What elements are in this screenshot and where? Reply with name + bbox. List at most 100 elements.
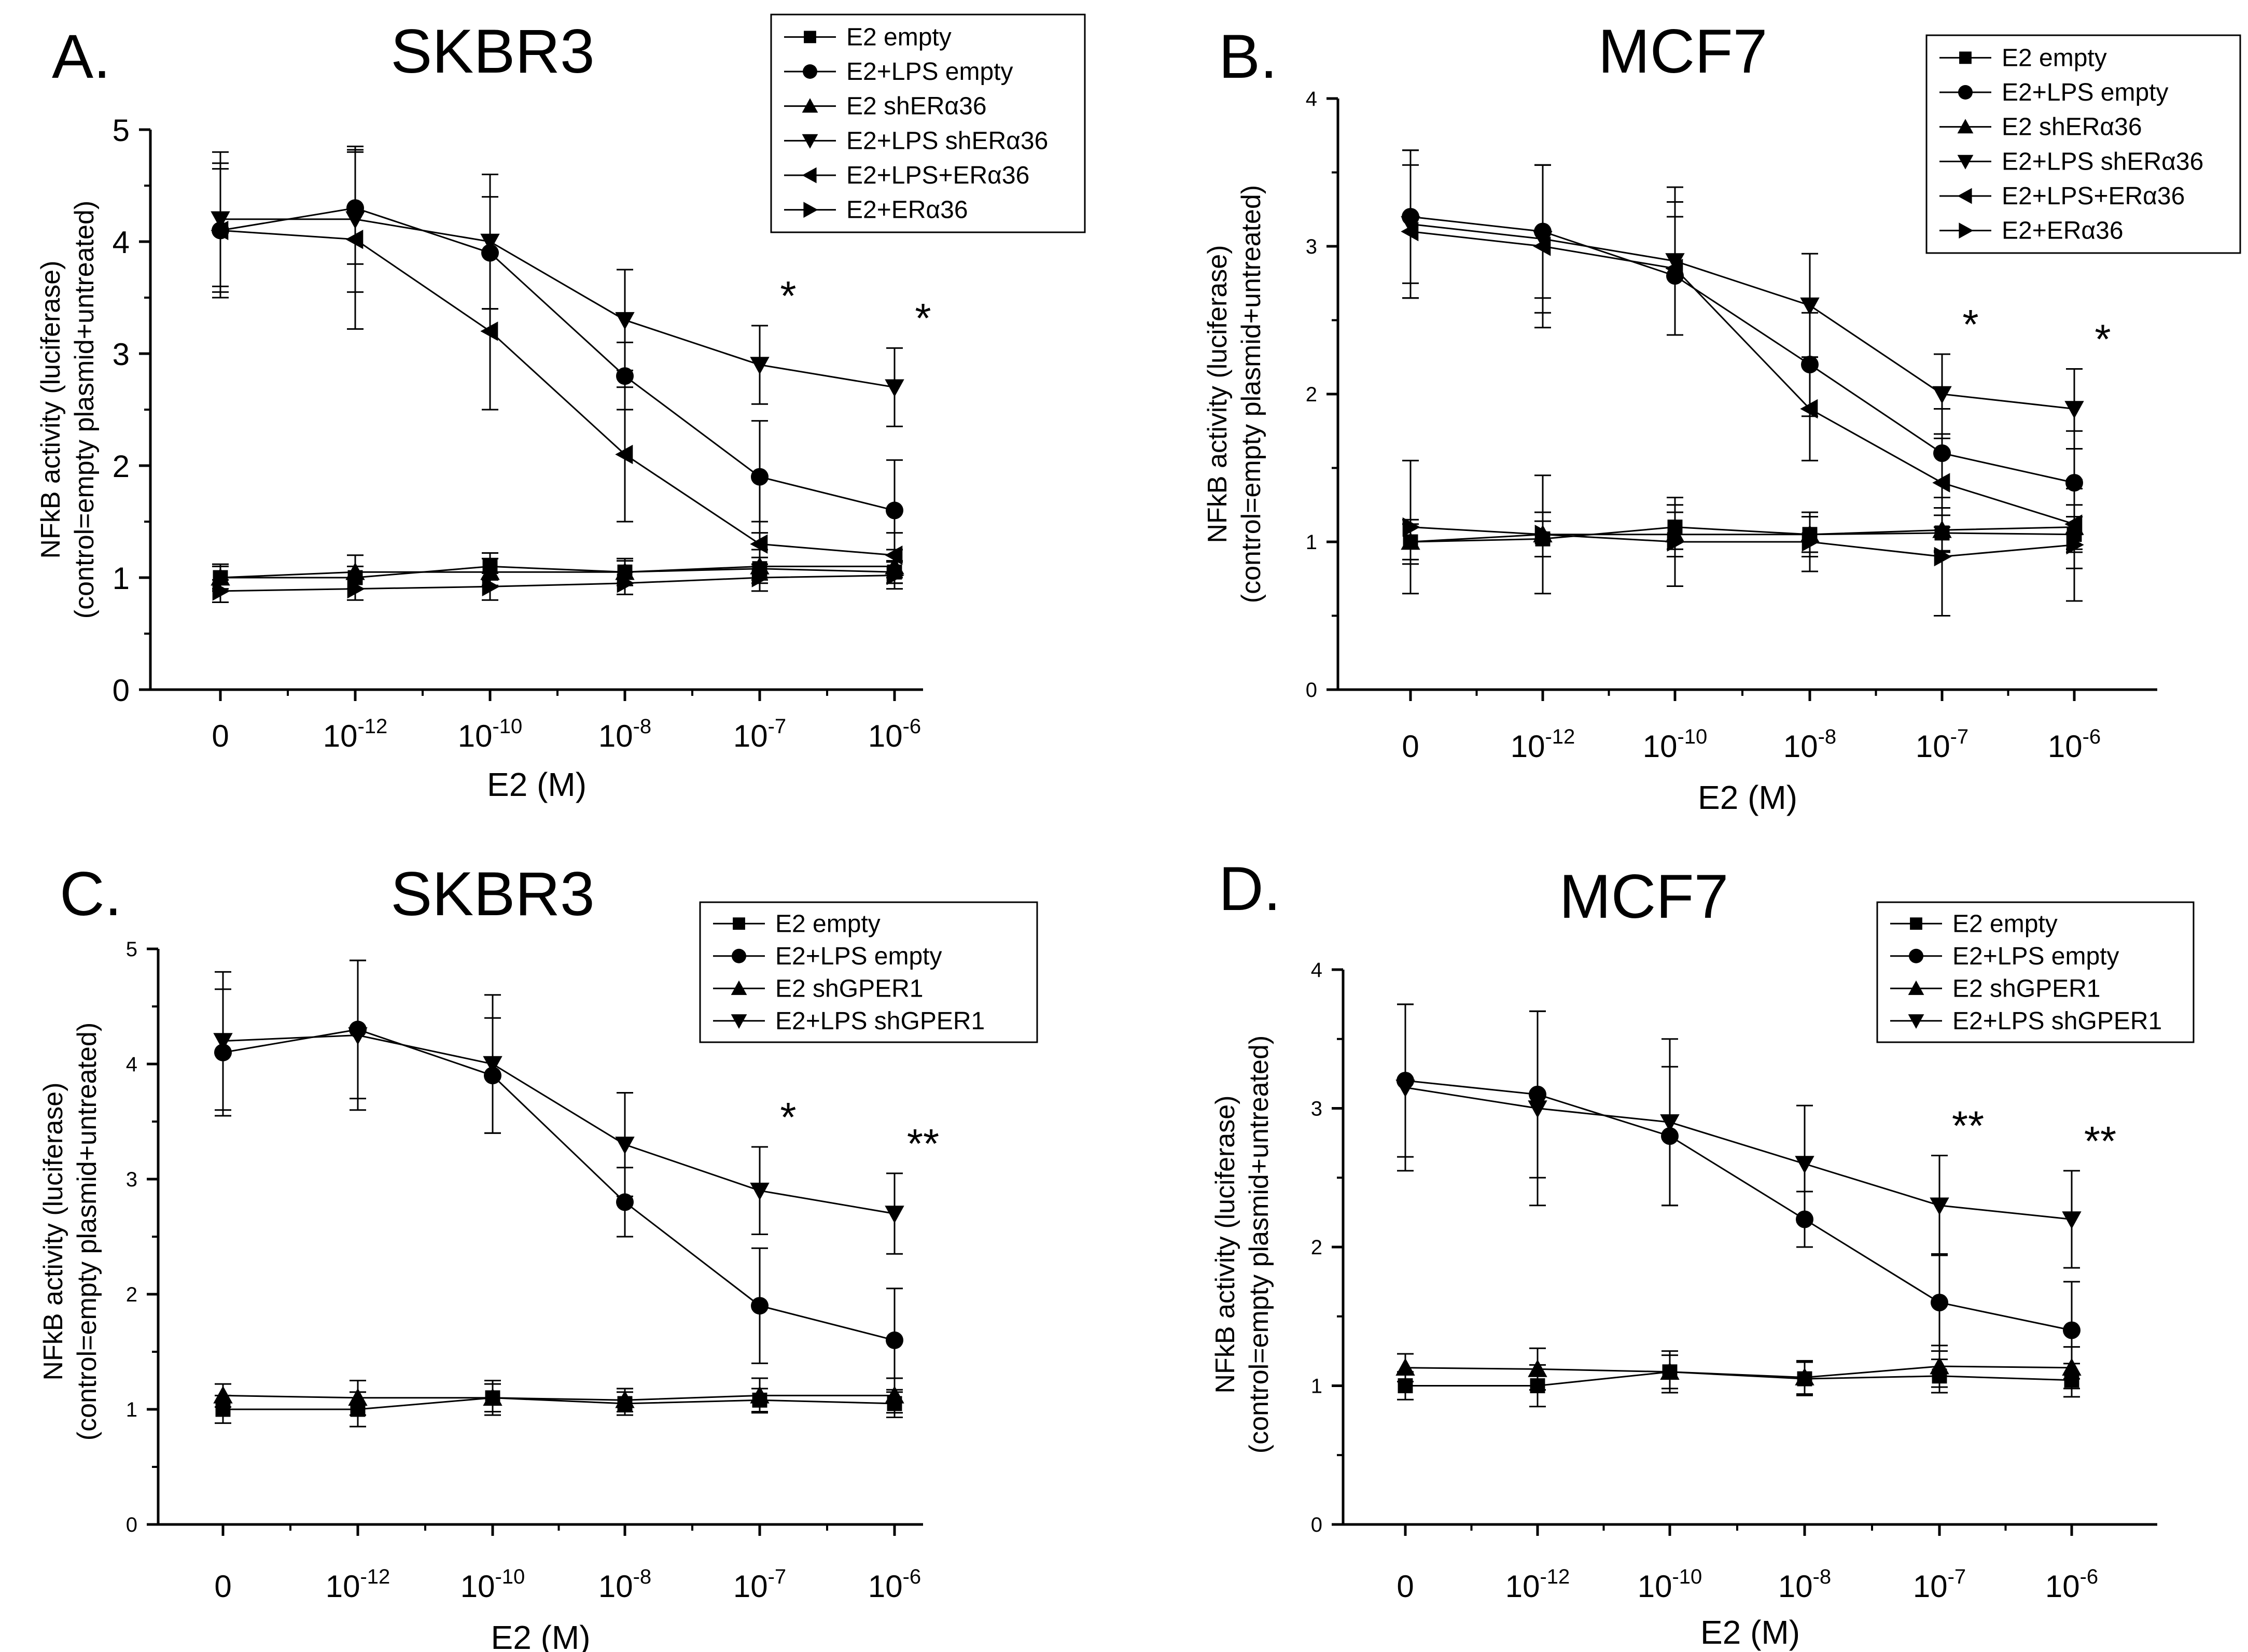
- x-tick-base: 10: [460, 1569, 495, 1604]
- x-tick-exponent: -7: [1950, 725, 1969, 748]
- x-tick-base: 10: [598, 1569, 633, 1604]
- y-tick-label: 0: [1311, 1514, 1322, 1536]
- legend-item: E2 empty: [1939, 44, 2107, 72]
- x-tick-label: 0: [214, 1569, 231, 1604]
- legend-label: E2 shERα36: [846, 93, 987, 120]
- data-point: [615, 312, 635, 330]
- significance-mark: *: [780, 273, 796, 319]
- data-point: [885, 1206, 904, 1224]
- data-point: [483, 1056, 502, 1074]
- legend-marker: [1957, 155, 1974, 170]
- x-tick-label: 10-6: [868, 1565, 921, 1604]
- x-tick-exponent: -10: [492, 715, 522, 738]
- x-axis-label: E2 (M): [487, 766, 587, 803]
- data-point: [1401, 221, 1419, 242]
- data-point: [1930, 1356, 1949, 1375]
- legend-item: E2+LPS empty: [1890, 943, 2119, 970]
- data-point: [1800, 399, 1818, 419]
- legend-marker: [731, 1014, 747, 1029]
- y-axis-label-line2: (control=empty plasmid+untreated): [1236, 185, 1266, 603]
- x-tick-base: 10: [1916, 729, 1950, 764]
- x-tick-base: 10: [1505, 1569, 1540, 1604]
- x-tick-exponent: -6: [2083, 725, 2101, 748]
- x-tick-label: 10-10: [1643, 725, 1708, 764]
- data-point: [2062, 1358, 2082, 1376]
- data-point: [348, 1388, 368, 1406]
- x-tick-base: 10: [1783, 729, 1818, 764]
- data-point: [750, 534, 768, 554]
- data-point: [886, 565, 904, 585]
- data-point: [1665, 259, 1683, 278]
- data-point: [480, 321, 498, 341]
- legend-marker: [802, 134, 818, 149]
- y-axis-label-line1: NFkB activity (luciferase): [1203, 245, 1233, 543]
- legend-item: E2+LPS+ERα36: [784, 162, 1029, 189]
- significance-mark: *: [1962, 301, 1978, 347]
- legend-item: E2+ERα36: [1939, 217, 2124, 245]
- legend-marker: [733, 917, 745, 930]
- data-point: [1800, 297, 1820, 315]
- x-tick-exponent: -12: [360, 1565, 390, 1588]
- x-tick-exponent: -12: [357, 715, 387, 738]
- chart-title: SKBR3: [390, 859, 595, 929]
- legend-marker: [803, 202, 818, 218]
- legend-item: E2+LPS shERα36: [784, 127, 1048, 155]
- legend: E2 empty E2+LPS empty E2 shERα36 E2+LPS shE…: [770, 13, 1086, 233]
- significance-mark: **: [2084, 1118, 2116, 1164]
- data-point: [2066, 535, 2084, 555]
- series-line: [1410, 526, 2075, 543]
- data-point: [1934, 547, 1952, 567]
- data-point: [1402, 517, 1420, 537]
- significance-mark: *: [2095, 316, 2111, 362]
- x-tick-exponent: -12: [1545, 725, 1575, 748]
- series-line: [1410, 223, 2075, 410]
- legend-label: E2+LPS shGPER1: [1952, 1007, 2162, 1035]
- x-tick-base: 10: [598, 719, 633, 753]
- x-tick-exponent: -8: [1818, 725, 1837, 748]
- y-tick-label: 5: [113, 113, 130, 148]
- legend-label: E2+LPS shERα36: [2002, 148, 2203, 175]
- y-axis-label: NFkB activity (luciferase) (control=empty…: [38, 1023, 102, 1440]
- series-line: [222, 1028, 895, 1341]
- panel-label: D.: [1219, 854, 1281, 923]
- panel-label: C.: [60, 859, 122, 929]
- legend-item: E2+LPS empty: [713, 943, 942, 970]
- series-line: [1410, 231, 2075, 525]
- legend-marker: [1958, 85, 1973, 100]
- series-triangle-down: [1395, 1003, 2082, 1269]
- data-point: [211, 568, 230, 586]
- data-point: [2064, 514, 2083, 534]
- significance-mark: **: [907, 1121, 939, 1167]
- series-line: [220, 565, 895, 579]
- legend-label: E2 empty: [846, 23, 952, 51]
- data-point: [885, 1385, 904, 1404]
- x-axis-label: E2 (M): [1700, 1614, 1800, 1651]
- x-tick-exponent: -10: [1672, 1565, 1702, 1588]
- data-point: [1528, 1359, 1547, 1377]
- data-point: [480, 562, 500, 580]
- legend-marker: [1909, 948, 1923, 963]
- x-tick-label: 10-6: [2045, 1565, 2098, 1604]
- x-axis-label: E2 (M): [1698, 779, 1797, 816]
- x-tick-exponent: -6: [903, 1565, 921, 1588]
- legend-marker: [1910, 917, 1922, 930]
- legend-marker: [804, 31, 816, 44]
- data-point: [615, 444, 633, 465]
- y-tick-label: 0: [113, 673, 130, 708]
- x-tick-label: 0: [1397, 1569, 1414, 1604]
- x-tick-exponent: -6: [2080, 1565, 2099, 1588]
- x-tick-label: 10-12: [326, 1565, 390, 1604]
- legend-marker: [1957, 188, 1972, 204]
- data-point: [480, 233, 500, 251]
- series-triangle-up: [1395, 1345, 2082, 1395]
- series-line: [1410, 526, 2075, 558]
- x-tick-base: 10: [733, 1569, 768, 1604]
- data-point: [1395, 1358, 1415, 1376]
- panel-label: B.: [1219, 22, 1277, 91]
- data-point: [750, 357, 770, 375]
- y-tick-label: 1: [1306, 531, 1317, 554]
- series-line: [220, 565, 895, 579]
- data-point: [345, 562, 365, 580]
- x-tick-base: 0: [214, 1569, 231, 1604]
